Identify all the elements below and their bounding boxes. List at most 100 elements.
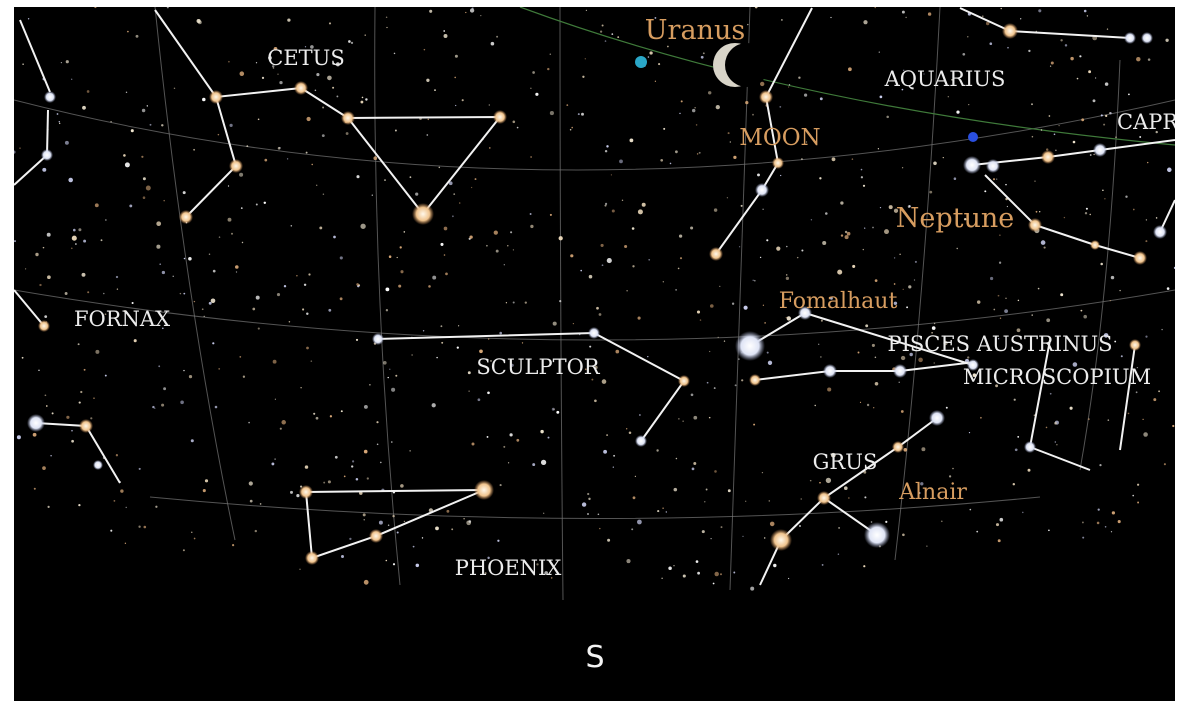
- star: [1072, 140, 1076, 144]
- star: [762, 304, 765, 306]
- star: [255, 295, 260, 300]
- star: [343, 475, 346, 478]
- star: [310, 360, 313, 362]
- bright-star: [412, 203, 434, 225]
- star: [154, 407, 156, 409]
- star: [239, 71, 245, 76]
- star: [1119, 289, 1121, 292]
- star: [392, 514, 395, 518]
- star: [632, 265, 635, 268]
- star: [440, 325, 443, 328]
- star: [1048, 529, 1050, 532]
- bright-star: [929, 410, 945, 426]
- star: [768, 500, 771, 502]
- star: [1104, 82, 1109, 86]
- star: [569, 128, 572, 131]
- star: [283, 284, 287, 288]
- star: [33, 487, 36, 490]
- bright-star: [1129, 339, 1141, 351]
- star: [14, 150, 16, 154]
- star: [695, 124, 698, 126]
- star: [1060, 39, 1063, 42]
- star: [257, 327, 260, 330]
- star: [809, 479, 812, 482]
- star: [149, 123, 152, 126]
- star: [321, 134, 325, 138]
- star: [510, 363, 514, 367]
- star: [1012, 482, 1016, 486]
- star: [780, 174, 782, 177]
- star: [1132, 208, 1135, 211]
- star: [1145, 240, 1148, 243]
- star: [559, 300, 562, 303]
- star: [613, 454, 616, 457]
- star: [104, 313, 107, 316]
- bright-star: [1024, 441, 1036, 453]
- star: [885, 520, 888, 524]
- star: [87, 291, 90, 294]
- star: [989, 42, 993, 46]
- star: [647, 56, 650, 58]
- star: [333, 235, 336, 239]
- star: [428, 285, 431, 288]
- star: [1046, 318, 1051, 323]
- star: [830, 16, 832, 19]
- star: [825, 477, 832, 484]
- star: [42, 167, 47, 172]
- neptune-disc: [968, 132, 978, 142]
- star: [254, 529, 257, 533]
- star: [1014, 448, 1018, 452]
- star: [610, 174, 613, 176]
- star: [1100, 114, 1103, 117]
- star: [597, 513, 600, 516]
- bright-star: [1093, 143, 1107, 157]
- star: [145, 185, 151, 191]
- star: [997, 539, 1001, 543]
- constellation-line: [754, 361, 976, 381]
- star: [598, 313, 602, 316]
- star: [163, 387, 167, 391]
- star: [1005, 297, 1007, 299]
- star: [461, 99, 464, 102]
- star: [601, 379, 607, 384]
- star: [820, 319, 823, 322]
- star: [532, 71, 535, 74]
- star: [709, 350, 711, 353]
- star: [619, 159, 623, 164]
- star: [65, 60, 69, 64]
- star: [1105, 114, 1108, 118]
- star: [1092, 99, 1096, 103]
- bright-star: [38, 320, 50, 332]
- star: [389, 368, 391, 370]
- star: [757, 173, 760, 177]
- star: [1035, 210, 1038, 213]
- star: [893, 208, 899, 213]
- star: [443, 226, 448, 231]
- star: [468, 390, 470, 392]
- star: [71, 429, 73, 432]
- star: [255, 203, 258, 206]
- bright-star: [305, 551, 319, 565]
- star: [852, 264, 856, 268]
- star: [840, 234, 844, 237]
- star: [499, 331, 503, 335]
- star: [702, 52, 705, 55]
- star: [83, 368, 86, 371]
- star-label: Fomalhaut: [779, 289, 898, 314]
- star: [363, 404, 368, 409]
- star: [733, 155, 737, 160]
- star: [161, 124, 164, 127]
- star: [1109, 299, 1111, 302]
- bright-star: [79, 419, 93, 433]
- star: [1153, 398, 1157, 402]
- star: [1081, 118, 1085, 122]
- star: [341, 555, 344, 558]
- moon-disc: [713, 43, 769, 87]
- star: [786, 245, 788, 248]
- star: [1063, 216, 1066, 219]
- star: [411, 354, 413, 356]
- star: [446, 509, 450, 513]
- star: [1055, 149, 1057, 152]
- star: [290, 225, 293, 227]
